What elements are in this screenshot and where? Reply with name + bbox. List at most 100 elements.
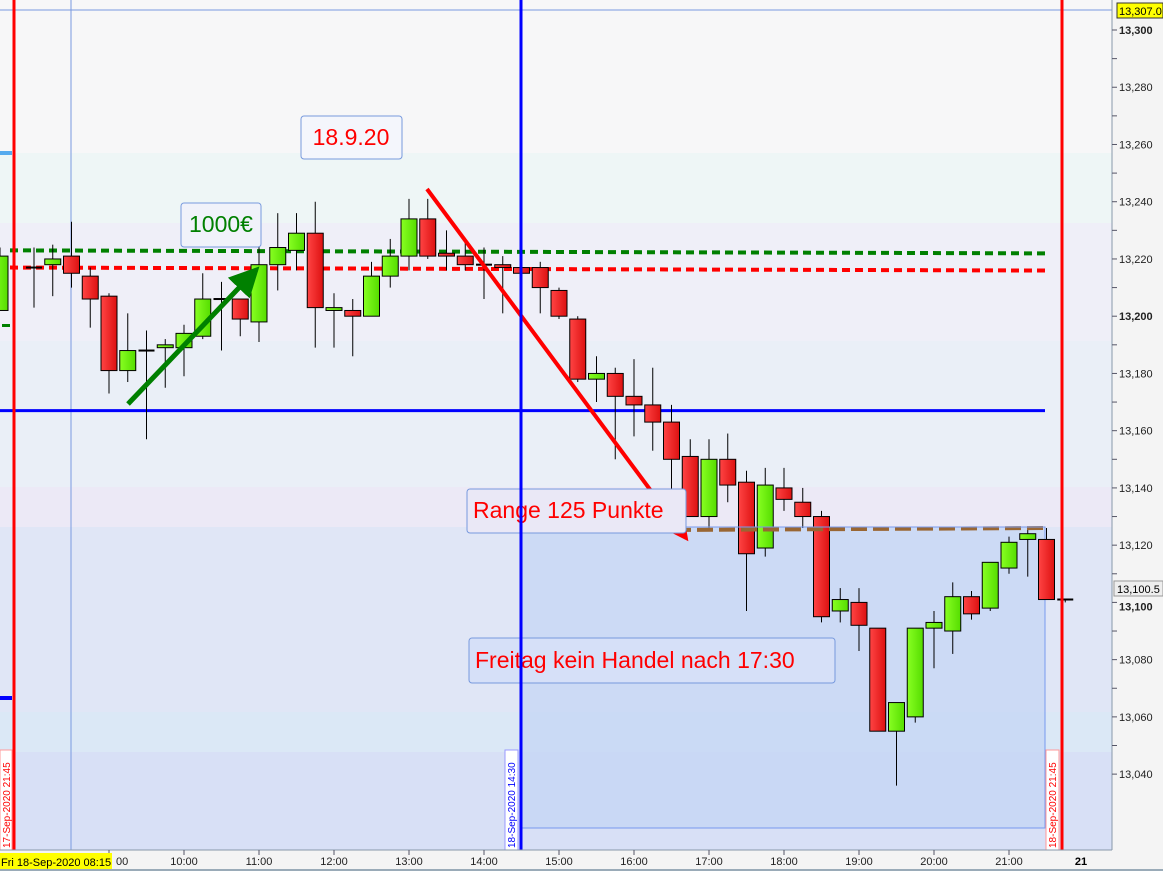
candle[interactable] [344,299,362,357]
candle-body [344,309,362,317]
x-tick-label: 12:00 [320,856,348,868]
candle[interactable] [925,610,943,669]
annotation-date[interactable]: 18.9.20 [300,115,403,160]
candle[interactable] [944,582,962,654]
x-tick-next-day: 21 [1075,856,1087,868]
x-tick-label: 00 [116,856,128,868]
price-axis[interactable]: 13,300 13,280 13,260 13,240 13,220 13,200 13,1… [1111,0,1163,850]
candle[interactable] [869,627,887,732]
candle-body [906,627,924,718]
candle-body [775,487,793,500]
annotation-range[interactable]: Range 125 Punkte [466,488,687,534]
candle[interactable] [269,213,287,291]
y-tick-label: 13,220 [1119,254,1153,266]
candle[interactable] [231,298,249,337]
candle[interactable] [794,487,812,528]
candle[interactable] [119,313,137,383]
x-tick-label: 17:00 [695,856,723,868]
candle-body [288,232,305,251]
y-tick-label: 13,160 [1119,426,1153,438]
candle-body [981,561,999,609]
candle-previous-day[interactable] [0,247,9,311]
x-tick-label: 18:00 [770,856,798,868]
candle[interactable] [738,470,755,611]
candle[interactable] [419,198,437,259]
candle[interactable] [531,261,549,314]
candle[interactable] [81,267,99,328]
y-tick-label: 13,100 [1119,601,1153,613]
candle[interactable] [1057,598,1074,603]
candle-body [963,596,980,615]
candle[interactable] [1038,527,1055,601]
y-tick-label: 13,140 [1119,483,1153,495]
candle-body [700,458,718,518]
candle[interactable] [625,359,643,437]
time-axis[interactable]: 00 10:00 11:00 12:00 13:00 14:00 15:00 16:00 17:… [0,849,1163,871]
candle[interactable] [550,287,568,320]
candle[interactable] [644,367,662,451]
candle[interactable] [663,404,680,494]
annotation-amount[interactable]: 1000€ [180,202,262,248]
candle[interactable] [494,256,512,314]
candle-body [663,421,680,460]
candle[interactable] [700,439,718,531]
candle[interactable] [26,247,42,308]
green-dotted-level[interactable] [9,248,1046,256]
x-tick-label: 11:00 [246,856,273,868]
candle[interactable] [456,238,474,271]
candle[interactable] [850,588,868,652]
y-tick-label: 13,040 [1119,769,1153,781]
x-tick-label: 20:00 [920,856,948,868]
candle[interactable] [719,433,737,503]
candle-body [231,298,249,320]
candle-body [269,247,287,266]
candle[interactable] [400,198,418,271]
candle-body [1038,538,1055,601]
cursor-price-badge [1116,2,1163,19]
candle[interactable] [888,702,905,786]
candle-body [494,264,512,269]
red-dotted-level[interactable] [9,265,1046,273]
y-tick-label: 13,300 [1119,25,1153,37]
annotation-friday-text: Freitag kein Handel nach 17:30 [475,647,795,673]
last-price-badge [1113,580,1163,597]
candle[interactable] [381,238,399,288]
cursor-time-badge [0,853,112,869]
down-arrow[interactable] [425,187,689,542]
candle-body [925,621,943,629]
annotation-amount-text: 1000€ [189,211,253,237]
candle[interactable] [831,588,849,623]
up-arrow[interactable] [126,266,260,406]
candle[interactable] [1019,527,1037,577]
candle-body [550,289,568,317]
candle-body [438,252,455,257]
y-tick-label: 13,080 [1119,655,1153,667]
candle[interactable] [588,356,605,403]
candle[interactable] [813,510,830,623]
candle-body [381,255,399,277]
candle[interactable] [44,244,62,297]
candle[interactable] [981,561,999,611]
candle[interactable] [288,213,305,271]
candle[interactable] [1000,536,1018,574]
candle-body [456,255,474,266]
annotation-date-text: 18.9.20 [313,124,390,150]
candle[interactable] [325,293,343,348]
annotation-friday[interactable]: Freitag kein Handel nach 17:30 [468,637,836,684]
candle-body [944,596,962,632]
candle[interactable] [963,590,980,620]
candle[interactable] [756,467,774,557]
candle[interactable] [906,627,924,723]
candle[interactable] [306,201,324,348]
candle[interactable] [569,316,587,383]
candle-body [794,501,812,518]
candle-body [588,372,605,380]
cursor-time-text: Fri 18-Sep-2020 08:15 [1,857,111,869]
candle[interactable] [363,261,380,317]
candle[interactable] [63,221,80,288]
candle[interactable] [438,230,455,271]
x-tick-label: 13:00 [395,856,423,868]
candle[interactable] [100,293,118,394]
candle[interactable] [775,467,793,511]
